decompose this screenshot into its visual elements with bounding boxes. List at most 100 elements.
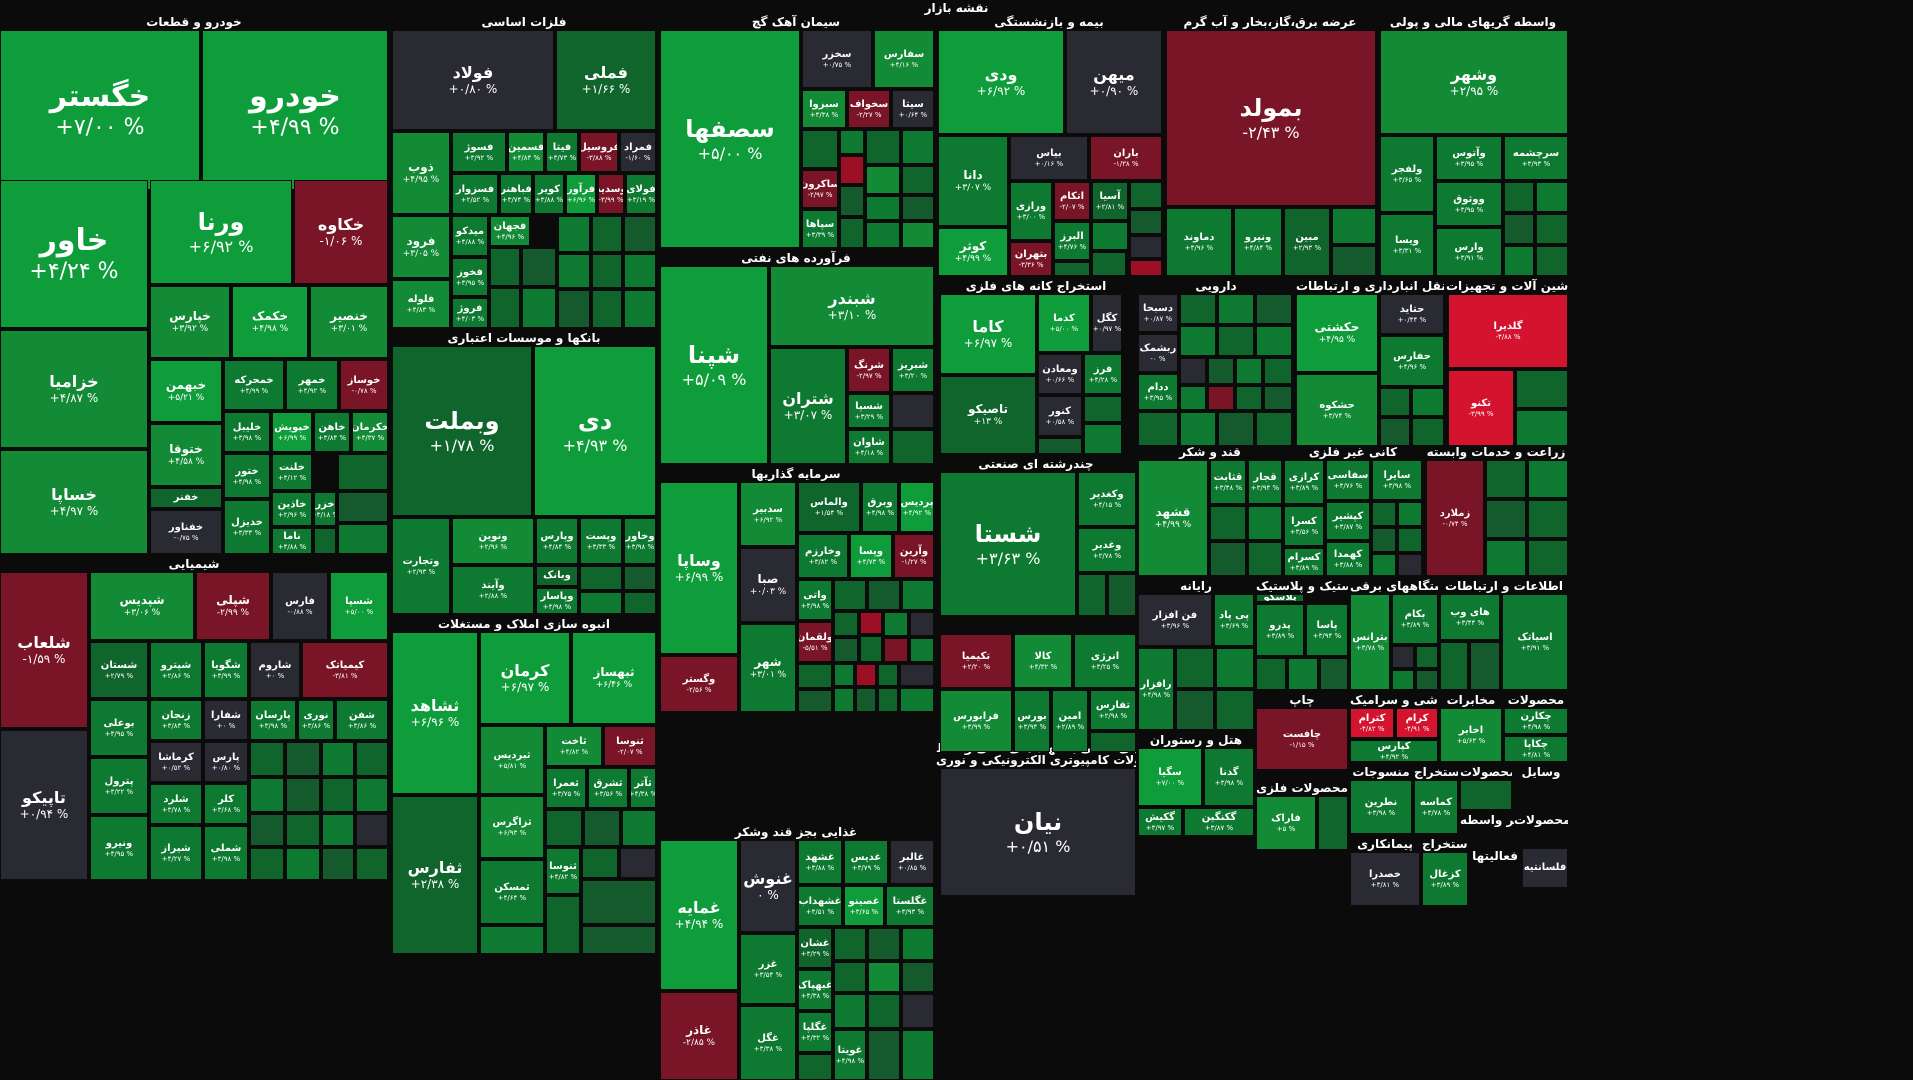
- stock-tile[interactable]: گکیش +۳/۹۷ %: [1138, 808, 1182, 836]
- stock-tile[interactable]: وپاسار +۳/۹۸ %: [536, 588, 578, 614]
- stock-tile[interactable]: کرام -۴/۹۱ %: [1396, 708, 1438, 738]
- stock-tile[interactable]: شبریز +۳/۲۰ %: [892, 348, 934, 392]
- stock-tile-small[interactable]: [592, 254, 622, 288]
- stock-tile-small[interactable]: [622, 810, 656, 846]
- stock-tile-small[interactable]: [1038, 438, 1082, 454]
- stock-tile[interactable]: خفنر: [150, 488, 222, 508]
- stock-tile[interactable]: اتکام -۲/۰۷ %: [1054, 182, 1090, 220]
- stock-tile-small[interactable]: [1208, 358, 1234, 384]
- stock-tile[interactable]: خساپا +۴/۹۷ %: [0, 450, 148, 554]
- stock-tile[interactable]: کلر +۳/۶۸ %: [204, 784, 248, 824]
- stock-tile-small[interactable]: [868, 994, 900, 1028]
- stock-tile-small[interactable]: [1318, 796, 1348, 850]
- stock-tile[interactable]: شبندر +۳/۱۰ %: [770, 266, 934, 346]
- stock-tile[interactable]: ثبهساز +۶/۴۶ %: [572, 632, 656, 724]
- stock-tile[interactable]: فارس -۰/۸۸ %: [272, 572, 328, 640]
- stock-tile[interactable]: دماوند +۴/۹۶ %: [1166, 208, 1232, 276]
- stock-tile[interactable]: ثعمرا +۳/۷۵ %: [546, 768, 586, 808]
- stock-tile-small[interactable]: [860, 636, 882, 662]
- stock-tile-small[interactable]: [490, 248, 520, 286]
- stock-tile[interactable]: خپارس +۳/۹۲ %: [150, 286, 230, 358]
- stock-tile-small[interactable]: [558, 254, 590, 288]
- stock-tile-small[interactable]: [868, 928, 900, 960]
- stock-tile[interactable]: بیاس +۰/۱۶ %: [1010, 136, 1088, 180]
- stock-tile[interactable]: گکنگین +۳/۸۷ %: [1184, 808, 1254, 836]
- stock-tile[interactable]: تاپیکو +۰/۹۴ %: [0, 730, 88, 880]
- stock-tile[interactable]: امین +۲/۸۹ %: [1052, 690, 1088, 752]
- stock-tile-small[interactable]: [1398, 528, 1422, 552]
- stock-tile[interactable]: ددام +۳/۹۵ %: [1138, 374, 1178, 410]
- stock-tile-small[interactable]: [1216, 648, 1254, 688]
- stock-tile[interactable]: شسپا +۵/۰۰ %: [330, 572, 388, 640]
- stock-tile-small[interactable]: [1108, 574, 1136, 616]
- stock-tile[interactable]: خاذین +۲/۹۶ %: [272, 492, 312, 526]
- stock-tile[interactable]: ثبردیس +۵/۸۱ %: [480, 726, 544, 794]
- stock-tile[interactable]: کاما +۶/۹۷ %: [940, 294, 1036, 374]
- stock-tile-small[interactable]: [582, 848, 618, 878]
- stock-tile-small[interactable]: [1392, 646, 1414, 668]
- stock-tile-small[interactable]: [286, 848, 320, 880]
- stock-tile[interactable]: بترانس +۳/۷۸ %: [1350, 594, 1390, 690]
- stock-tile-small[interactable]: [1486, 500, 1526, 538]
- stock-tile[interactable]: شپدیس +۳/۰۶ %: [90, 572, 194, 640]
- stock-tile-small[interactable]: [356, 778, 388, 812]
- stock-tile-small[interactable]: [1380, 388, 1410, 416]
- stock-tile-small[interactable]: [286, 814, 320, 846]
- stock-tile[interactable]: فرآور +۶/۹۶ %: [566, 174, 596, 214]
- stock-tile-small[interactable]: [1264, 386, 1292, 410]
- stock-tile-small[interactable]: [592, 216, 622, 252]
- stock-tile-small[interactable]: [798, 1054, 832, 1080]
- stock-tile[interactable]: فروژ +۴/۰۳ %: [452, 298, 488, 328]
- stock-tile[interactable]: زملارد -۰/۷۴ %: [1426, 460, 1484, 576]
- stock-tile[interactable]: وآرین -۱/۲۷ %: [894, 534, 934, 578]
- stock-tile[interactable]: ثآتر +۴/۳۸ %: [630, 768, 656, 808]
- stock-tile-small[interactable]: [902, 222, 934, 248]
- stock-tile[interactable]: خمحرکه +۴/۹۹ %: [224, 360, 284, 410]
- stock-tile[interactable]: ساکرون-۲/۹۷ %: [802, 170, 838, 208]
- stock-tile-small[interactable]: [1176, 690, 1214, 730]
- stock-tile-small[interactable]: [1504, 246, 1534, 276]
- stock-tile[interactable]: سصفها +۵/۰۰ %: [660, 30, 800, 248]
- stock-tile[interactable]: سدبیر +۶/۹۲ %: [740, 482, 796, 546]
- stock-tile-small[interactable]: [834, 928, 866, 960]
- stock-tile[interactable]: ثشاهد +۶/۹۶ %: [392, 632, 478, 794]
- stock-tile-small[interactable]: [868, 580, 900, 610]
- stock-tile[interactable]: ودی +۶/۹۲ %: [938, 30, 1064, 134]
- stock-tile-small[interactable]: [1176, 648, 1214, 688]
- stock-tile[interactable]: میدکو +۴/۸۸ %: [452, 216, 488, 256]
- stock-tile-small[interactable]: [884, 638, 908, 662]
- stock-tile[interactable]: شاوان +۴/۱۸ %: [848, 430, 890, 464]
- stock-tile[interactable]: کرماشا +۰/۵۲ %: [150, 742, 202, 782]
- stock-tile-small[interactable]: [902, 1030, 934, 1080]
- stock-tile-small[interactable]: [798, 664, 832, 688]
- stock-tile[interactable]: فروسیل -۳/۸۸ %: [580, 132, 618, 172]
- stock-tile-small[interactable]: [624, 290, 656, 328]
- stock-tile[interactable]: وگستر -۲/۵۶ %: [660, 656, 738, 712]
- stock-tile[interactable]: سگیا +۷/۰۰ %: [1138, 748, 1202, 806]
- stock-tile-small[interactable]: [1084, 424, 1122, 454]
- stock-tile[interactable]: خمهر +۴/۹۲ %: [286, 360, 338, 410]
- stock-tile[interactable]: غزر +۳/۵۴ %: [740, 934, 796, 1004]
- stock-tile-small[interactable]: [1332, 246, 1376, 276]
- stock-tile-small[interactable]: [1092, 222, 1128, 250]
- stock-tile-small[interactable]: [582, 926, 656, 954]
- stock-tile-small[interactable]: [1416, 670, 1438, 690]
- stock-tile[interactable]: ولقمان -۵/۵۱ %: [798, 622, 832, 662]
- stock-tile-small[interactable]: [1470, 642, 1500, 690]
- stock-tile[interactable]: گلدیرا -۴/۸۸ %: [1448, 294, 1568, 368]
- stock-tile[interactable]: وآتوس +۳/۹۵ %: [1436, 136, 1502, 180]
- stock-tile[interactable]: فرود +۳/۰۵ %: [392, 216, 450, 278]
- stock-tile[interactable]: کویر +۳/۸۸ %: [534, 174, 564, 214]
- stock-tile[interactable]: فولاد +۰/۸۰ %: [392, 30, 554, 130]
- stock-tile[interactable]: ثمسکن +۴/۶۴ %: [480, 860, 544, 924]
- stock-tile[interactable]: خوساز -۰/۷۸ %: [340, 360, 388, 410]
- stock-tile[interactable]: بورس +۳/۹۴ %: [1014, 690, 1050, 752]
- stock-tile-small[interactable]: [592, 290, 622, 328]
- stock-tile[interactable]: پارسان +۳/۹۸ %: [250, 700, 296, 740]
- stock-tile[interactable]: کدما +۵/۰۰ %: [1038, 294, 1090, 352]
- stock-tile-small[interactable]: [902, 928, 934, 960]
- stock-tile-small[interactable]: [580, 566, 622, 590]
- stock-tile[interactable]: شملی +۳/۹۸ %: [204, 826, 248, 880]
- stock-tile-small[interactable]: [1504, 182, 1534, 212]
- stock-tile[interactable]: خصدرا +۳/۸۱ %: [1350, 852, 1420, 906]
